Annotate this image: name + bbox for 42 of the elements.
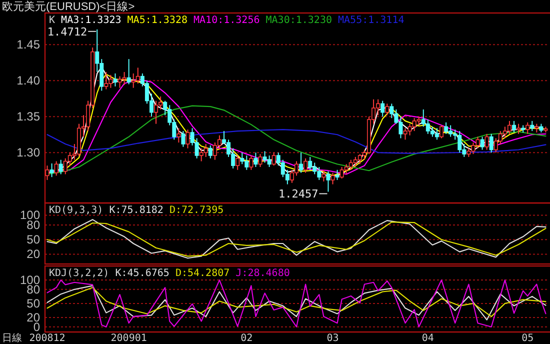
line-series	[46, 129, 546, 154]
x-axis-title: 日線	[2, 333, 22, 344]
y-tick-label: 1.45	[16, 38, 40, 52]
candlestick	[122, 72, 126, 86]
text: D:54.2807	[175, 268, 236, 279]
y-tick-label: 1.40	[16, 74, 40, 88]
y-tick-label: 1.35	[16, 110, 40, 124]
x-tick-label: 200812	[29, 333, 66, 344]
candlestick	[113, 72, 118, 87]
candlestick	[45, 165, 50, 180]
text: MA5:1.3328	[127, 15, 194, 26]
text: MA30:1.3230	[266, 15, 338, 26]
text: D:72.7395	[169, 205, 224, 216]
legend-title: KDJ(3,2,2)	[49, 268, 116, 279]
x-tick-label: 02	[240, 333, 253, 344]
y-tick-label: 50	[26, 232, 40, 247]
x-tick-label: 200901	[110, 333, 147, 344]
text: K:45.6765	[115, 268, 176, 279]
legend-title: K	[49, 15, 62, 26]
text: MA3:1.3323	[61, 15, 128, 26]
chart-title: 欧元美元(EURUSD)<日線>	[2, 0, 135, 13]
y-tick-label: 20	[26, 247, 40, 262]
y-tick-label: 1.30	[16, 146, 40, 160]
candlestick	[322, 169, 326, 182]
legend-title: KD(9,3,3)	[49, 205, 110, 216]
text: MA55:1.3114	[338, 15, 404, 26]
series-label: K:75.8182	[109, 205, 170, 216]
x-tick-label: 05	[522, 333, 534, 344]
y-tick-label: 80	[26, 218, 40, 232]
y-tick-label: 50	[26, 296, 40, 310]
candlestick	[204, 143, 208, 158]
candlestick	[50, 162, 54, 178]
line-series	[46, 279, 546, 328]
text: MA10:1.3256	[194, 15, 266, 26]
x-tick-label: 04	[422, 333, 434, 344]
x-tick-label: 03	[326, 333, 339, 344]
candlestick	[516, 123, 521, 134]
candlestick	[176, 128, 181, 144]
series-label: J:28.4680	[236, 268, 290, 279]
line-series	[46, 105, 546, 175]
annotation: 1.2457	[278, 188, 318, 201]
annotation: 1.4712	[47, 25, 88, 38]
